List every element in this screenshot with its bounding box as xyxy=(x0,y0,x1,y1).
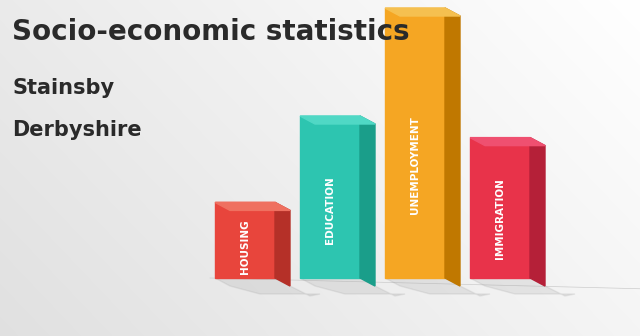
Polygon shape xyxy=(470,138,545,145)
Polygon shape xyxy=(275,202,290,286)
Text: IMMIGRATION: IMMIGRATION xyxy=(495,179,505,259)
Polygon shape xyxy=(385,8,460,16)
Polygon shape xyxy=(215,278,320,296)
Polygon shape xyxy=(470,138,530,278)
Polygon shape xyxy=(530,138,545,286)
Polygon shape xyxy=(360,116,375,286)
Polygon shape xyxy=(215,202,290,210)
Text: Socio-economic statistics: Socio-economic statistics xyxy=(12,18,410,46)
Polygon shape xyxy=(445,8,460,286)
Text: EDUCATION: EDUCATION xyxy=(325,176,335,244)
Text: Derbyshire: Derbyshire xyxy=(12,120,141,140)
Text: UNEMPLOYMENT: UNEMPLOYMENT xyxy=(410,116,420,214)
Polygon shape xyxy=(300,116,375,124)
Polygon shape xyxy=(300,116,360,278)
Polygon shape xyxy=(300,278,405,296)
Polygon shape xyxy=(385,278,490,296)
Polygon shape xyxy=(385,8,445,278)
Text: Stainsby: Stainsby xyxy=(12,78,114,98)
Polygon shape xyxy=(470,278,575,296)
Polygon shape xyxy=(215,202,275,278)
Text: HOUSING: HOUSING xyxy=(240,219,250,274)
